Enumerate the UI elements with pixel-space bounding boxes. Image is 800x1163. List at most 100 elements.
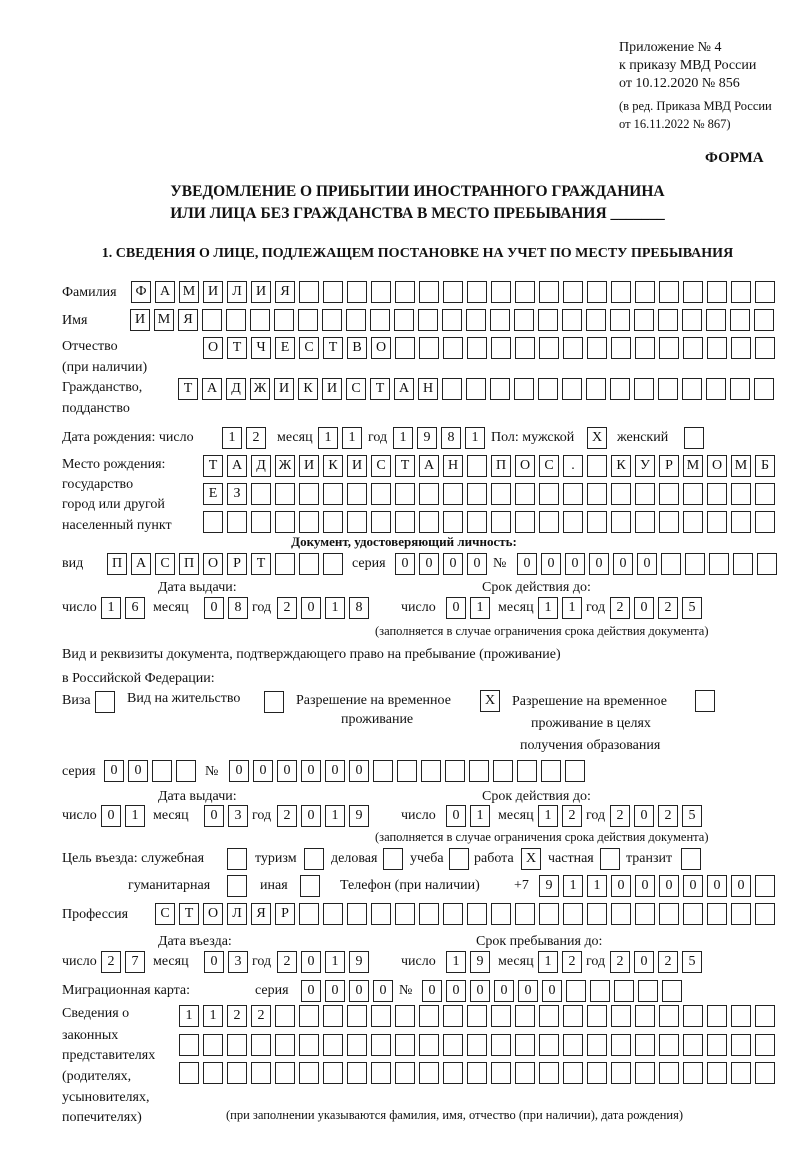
char-cell[interactable]: Л — [227, 281, 247, 303]
char-cell[interactable] — [659, 337, 679, 359]
char-cell[interactable]: 1 — [325, 597, 345, 619]
representatives-line-3[interactable] — [179, 1062, 775, 1084]
char-cell[interactable] — [733, 553, 753, 575]
char-cell[interactable]: 1 — [325, 951, 345, 973]
char-cell[interactable]: 2 — [658, 805, 678, 827]
char-cell[interactable]: 1 — [325, 805, 345, 827]
char-cell[interactable] — [250, 309, 270, 331]
char-cell[interactable] — [539, 1034, 559, 1056]
char-cell[interactable] — [635, 511, 655, 533]
char-cell[interactable] — [707, 483, 727, 505]
char-cell[interactable] — [275, 483, 295, 505]
char-cell[interactable]: О — [203, 553, 223, 575]
char-cell[interactable] — [635, 281, 655, 303]
char-cell[interactable]: 0 — [419, 553, 439, 575]
char-cell[interactable]: 2 — [562, 951, 582, 973]
char-cell[interactable] — [419, 281, 439, 303]
char-cell[interactable]: О — [203, 903, 223, 925]
char-cell[interactable]: 2 — [277, 597, 297, 619]
char-cell[interactable]: С — [539, 455, 559, 477]
char-cell[interactable]: В — [347, 337, 367, 359]
char-cell[interactable]: 0 — [542, 980, 562, 1002]
residence-checkbox[interactable] — [264, 691, 284, 713]
char-cell[interactable] — [419, 337, 439, 359]
char-cell[interactable]: 9 — [349, 951, 369, 973]
char-cell[interactable] — [491, 483, 511, 505]
char-cell[interactable]: 1 — [563, 875, 583, 897]
purpose-transit-checkbox[interactable] — [681, 848, 701, 870]
char-cell[interactable]: 2 — [277, 805, 297, 827]
char-cell[interactable]: М — [683, 455, 703, 477]
char-cell[interactable] — [600, 848, 620, 870]
char-cell[interactable]: Т — [179, 903, 199, 925]
char-cell[interactable]: О — [515, 455, 535, 477]
purpose-humanitarian-checkbox[interactable] — [227, 875, 247, 897]
char-cell[interactable]: 0 — [301, 760, 321, 782]
char-cell[interactable] — [347, 1034, 367, 1056]
char-cell[interactable]: 0 — [634, 805, 654, 827]
char-cell[interactable]: К — [298, 378, 318, 400]
char-cell[interactable] — [683, 483, 703, 505]
char-cell[interactable] — [397, 760, 417, 782]
char-cell[interactable]: X — [521, 848, 541, 870]
char-cell[interactable]: З — [227, 483, 247, 505]
char-cell[interactable] — [299, 1005, 319, 1027]
char-cell[interactable]: 1 — [222, 427, 242, 449]
char-cell[interactable] — [563, 1062, 583, 1084]
char-cell[interactable] — [490, 378, 510, 400]
char-cell[interactable] — [755, 281, 775, 303]
char-cell[interactable] — [371, 1034, 391, 1056]
char-cell[interactable] — [706, 378, 726, 400]
char-cell[interactable] — [514, 309, 534, 331]
char-cell[interactable] — [370, 309, 390, 331]
char-cell[interactable] — [563, 1005, 583, 1027]
char-cell[interactable]: 1 — [342, 427, 362, 449]
char-cell[interactable] — [299, 553, 319, 575]
char-cell[interactable] — [347, 483, 367, 505]
char-cell[interactable]: 7 — [125, 951, 145, 973]
char-cell[interactable] — [226, 309, 246, 331]
char-cell[interactable] — [658, 309, 678, 331]
char-cell[interactable]: 0 — [204, 951, 224, 973]
char-cell[interactable] — [323, 511, 343, 533]
char-cell[interactable] — [275, 1005, 295, 1027]
char-cell[interactable]: А — [202, 378, 222, 400]
char-cell[interactable] — [731, 337, 751, 359]
char-cell[interactable] — [731, 511, 751, 533]
char-cell[interactable]: 0 — [277, 760, 297, 782]
char-cell[interactable]: 0 — [637, 553, 657, 575]
char-cell[interactable] — [152, 760, 172, 782]
char-cell[interactable] — [323, 483, 343, 505]
char-cell[interactable]: 0 — [204, 805, 224, 827]
char-cell[interactable]: 0 — [613, 553, 633, 575]
char-cell[interactable] — [707, 1062, 727, 1084]
char-cell[interactable] — [683, 903, 703, 925]
char-cell[interactable] — [539, 511, 559, 533]
char-cell[interactable]: А — [227, 455, 247, 477]
char-cell[interactable] — [611, 903, 631, 925]
char-cell[interactable] — [299, 281, 319, 303]
char-cell[interactable]: П — [179, 553, 199, 575]
char-cell[interactable] — [586, 378, 606, 400]
char-cell[interactable] — [755, 903, 775, 925]
char-cell[interactable]: Н — [443, 455, 463, 477]
char-cell[interactable] — [467, 483, 487, 505]
char-cell[interactable] — [755, 483, 775, 505]
char-cell[interactable]: Т — [251, 553, 271, 575]
char-cell[interactable] — [707, 511, 727, 533]
char-cell[interactable] — [264, 691, 284, 713]
sex-male-checkbox[interactable]: X — [587, 427, 607, 449]
char-cell[interactable] — [347, 281, 367, 303]
purpose-business-checkbox[interactable] — [383, 848, 403, 870]
char-cell[interactable] — [466, 309, 486, 331]
char-cell[interactable] — [467, 1005, 487, 1027]
